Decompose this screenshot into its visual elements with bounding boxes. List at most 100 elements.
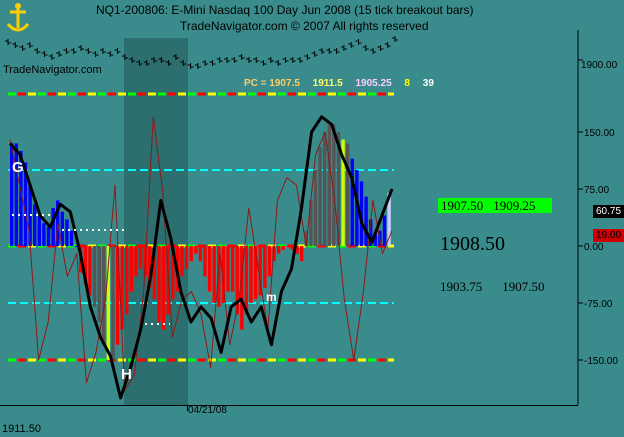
low-value: 1903.75 bbox=[440, 279, 483, 294]
oscillator-bar bbox=[138, 246, 143, 269]
oscillator-bar bbox=[111, 246, 115, 360]
oscillator-bar bbox=[350, 158, 354, 246]
y-tick-label: 225.00 bbox=[584, 80, 615, 82]
date-label: 04/21/08 bbox=[188, 405, 227, 416]
oscillator-bar bbox=[129, 246, 134, 292]
oscillator-bar bbox=[364, 196, 368, 246]
oscillator-bar bbox=[267, 246, 272, 277]
oscillator-bar bbox=[106, 246, 111, 360]
low-high-row: 1903.75 1907.50 bbox=[440, 279, 545, 295]
oscillator-bar bbox=[88, 246, 92, 296]
oscillator-bar bbox=[23, 162, 28, 246]
y-tick-label: 150.00 bbox=[584, 128, 615, 139]
oscillator-bar bbox=[368, 219, 373, 246]
oscillator-bar bbox=[235, 246, 239, 315]
oscillator-bar bbox=[355, 170, 359, 246]
oscillator-bar bbox=[240, 246, 244, 330]
annotation-h: H bbox=[121, 366, 132, 383]
oscillator-bar bbox=[51, 208, 55, 246]
oscillator-bar bbox=[221, 246, 226, 303]
oscillator-bar bbox=[382, 215, 387, 246]
oscillator-bar bbox=[299, 246, 304, 262]
oscillator-bar bbox=[272, 246, 276, 262]
oscillator-bar bbox=[217, 246, 221, 307]
oscillator-bar bbox=[295, 246, 299, 254]
oscillator-bar bbox=[115, 246, 120, 345]
oscillator-bar bbox=[203, 246, 207, 277]
price-panel bbox=[5, 30, 583, 80]
oscillator-bar bbox=[60, 211, 65, 246]
oscillator-bar bbox=[10, 143, 14, 246]
pc-row: PC = 1907.5 1911.5 1905.25 8 39 bbox=[244, 78, 444, 89]
bottom-value: 1911.50 bbox=[2, 423, 41, 435]
high-value: 1907.50 bbox=[502, 279, 545, 294]
pc-v4: 39 bbox=[422, 78, 434, 89]
oscillator-bar bbox=[184, 246, 189, 269]
oscillator-bar bbox=[212, 246, 216, 303]
oscillator-bar bbox=[152, 246, 157, 300]
oscillator-bar bbox=[332, 124, 336, 246]
chart-subtitle: TradeNavigator.com © 2007 All rights res… bbox=[180, 19, 429, 33]
bid-value: 1907.50 bbox=[441, 198, 484, 213]
oscillator-bar bbox=[286, 246, 290, 247]
oscillator-bars bbox=[10, 124, 391, 360]
last-price: 1908.50 bbox=[440, 233, 505, 255]
oscillator-bar bbox=[120, 246, 124, 330]
bid-ask-box: 1907.50 1909.25 bbox=[438, 198, 552, 213]
oscillator-bar bbox=[74, 246, 78, 247]
oscillator-bar bbox=[318, 147, 322, 246]
thin-line bbox=[9, 116, 393, 391]
highlight-band bbox=[124, 38, 188, 405]
pc-v3: 8 bbox=[404, 78, 410, 89]
oscillator-bar bbox=[161, 246, 166, 330]
thick-line bbox=[8, 115, 394, 400]
oscillator-bar bbox=[46, 227, 51, 246]
oscillator-bar bbox=[359, 181, 364, 246]
oscillator-bar bbox=[230, 246, 235, 292]
oscillator-bar bbox=[33, 204, 37, 246]
y-tick-label: 0.00 bbox=[584, 242, 604, 253]
watermark: TradeNavigator.com bbox=[3, 64, 102, 76]
oscillator-bar bbox=[157, 246, 161, 322]
oscillator-bar bbox=[341, 139, 345, 246]
pc-v2: 1905.25 bbox=[355, 78, 392, 89]
oscillator-bar bbox=[69, 230, 74, 246]
oscillator-bar bbox=[189, 246, 193, 262]
y-tick-label: -75.00 bbox=[584, 299, 613, 310]
oscillator-bar bbox=[102, 246, 106, 345]
oscillator-bar bbox=[276, 246, 281, 254]
thin-line-series bbox=[9, 116, 393, 391]
oscillator-bar bbox=[83, 246, 88, 284]
oscillator-bar bbox=[263, 246, 267, 288]
y-axis-ticks: 225.00150.0075.000.00-75.00-150.00-225.0… bbox=[578, 80, 618, 367]
ask-value: 1909.25 bbox=[493, 198, 536, 213]
y-tick-label: 75.00 bbox=[584, 185, 609, 196]
price-axis-label: 1900.00 bbox=[581, 60, 618, 71]
oscillator-panel: 225.00150.0075.000.00-75.00-150.00-225.0… bbox=[8, 80, 618, 405]
oscillator-bar bbox=[327, 124, 331, 246]
oscillator-bar bbox=[313, 170, 318, 246]
chart-title: NQ1-200806: E-Mini Nasdaq 100 Day Jun 20… bbox=[96, 3, 474, 17]
oscillator-bar bbox=[194, 246, 198, 254]
oscillator-bar bbox=[249, 246, 253, 303]
oscillator-bar bbox=[226, 246, 230, 292]
date-tick bbox=[187, 405, 188, 411]
oscillator-bar bbox=[125, 246, 129, 315]
oscillator-bar bbox=[290, 246, 295, 250]
oscillator-bar bbox=[345, 143, 350, 246]
oscillator-bar bbox=[14, 143, 19, 246]
oscillator-bar bbox=[336, 132, 341, 246]
oscillator-bar bbox=[148, 246, 152, 288]
oscillator-bar bbox=[244, 246, 249, 315]
oscillator-bar bbox=[373, 234, 377, 246]
oscillator-bar bbox=[97, 246, 101, 322]
oscillator-bar bbox=[180, 246, 184, 277]
oscillator-bar bbox=[134, 246, 138, 277]
pc-v1: 1911.5 bbox=[312, 78, 343, 89]
annotation-g: G bbox=[12, 159, 24, 176]
oscillator-bar bbox=[198, 246, 203, 262]
oscillator-bar bbox=[42, 223, 46, 246]
date-axis bbox=[0, 405, 578, 406]
oscillator-bar bbox=[92, 246, 97, 307]
oscillator-bar bbox=[309, 200, 313, 246]
